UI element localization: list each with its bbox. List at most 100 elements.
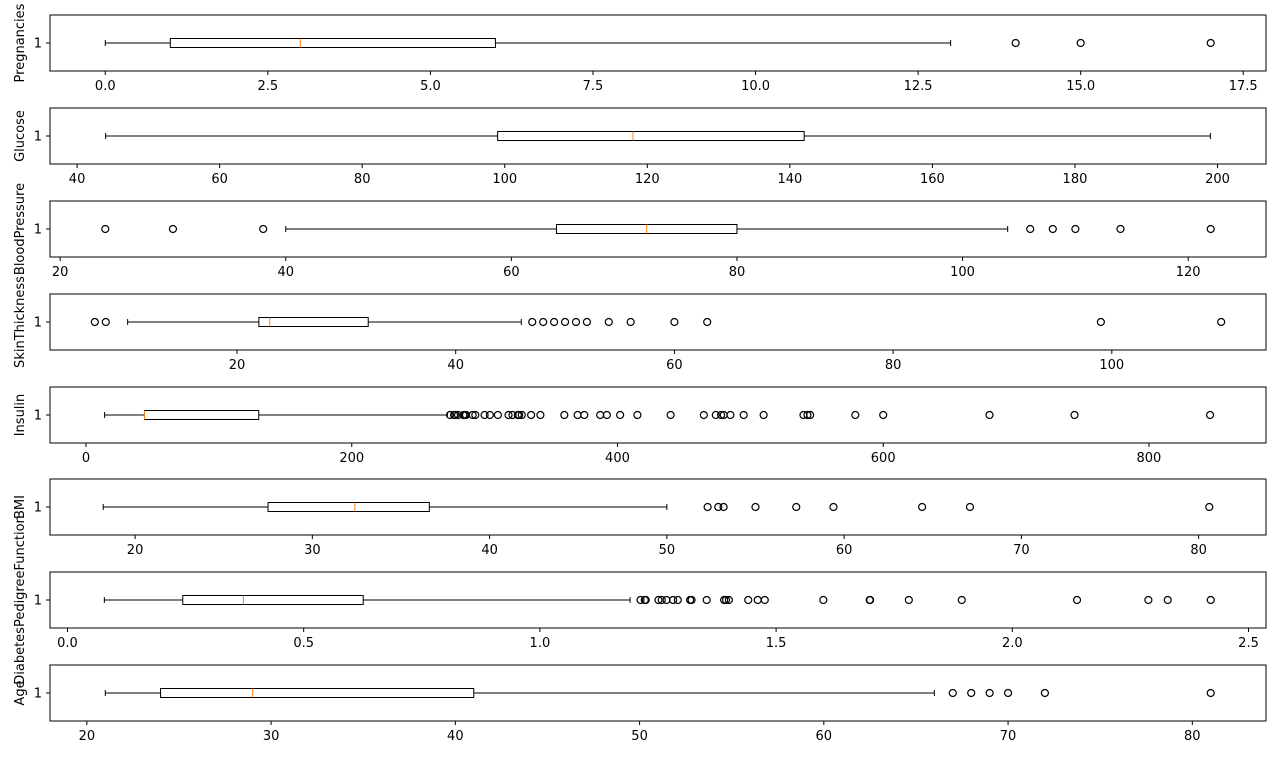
x-tick-label: 0.0 [95, 79, 116, 94]
x-tick-label: 5.0 [420, 79, 441, 94]
outlier-point [1205, 410, 1215, 420]
y-axis-label: Age [13, 680, 28, 705]
outlier-point [485, 410, 495, 420]
x-tick-label: 40 [277, 265, 294, 280]
outlier-point [1205, 502, 1214, 512]
outlier-point [699, 410, 708, 420]
x-tick-label: 20 [79, 729, 96, 744]
x-tick-label: 10.0 [741, 79, 770, 94]
outlier-point [719, 502, 728, 512]
outlier-point [851, 410, 860, 420]
x-tick-label: 40 [447, 358, 464, 373]
outlier-point [985, 410, 994, 420]
x-tick-label: 70 [1013, 543, 1030, 558]
y-tick-label: 1 [34, 130, 42, 145]
x-tick-label: 120 [635, 172, 660, 187]
iqr-box [160, 688, 475, 698]
outlier-point [1071, 224, 1080, 234]
x-tick-label: 17.5 [1229, 79, 1258, 94]
outlier-point [703, 502, 712, 512]
outlier-point [550, 317, 559, 327]
outlier-point [580, 410, 589, 420]
outlier-point [504, 410, 513, 420]
x-tick-label: 60 [666, 358, 683, 373]
y-tick-label: 1 [34, 409, 42, 424]
y-axis-label: SkinThickness [13, 276, 28, 368]
x-tick-label: 140 [777, 172, 802, 187]
outlier-point [636, 595, 645, 605]
outlier-point [1072, 595, 1082, 605]
y-axis-label: DiabetesPedigreeFunction [13, 515, 28, 685]
outlier-point [1116, 224, 1125, 234]
x-tick-label: 15.0 [1066, 79, 1095, 94]
outlier-point [703, 317, 712, 327]
x-tick-label: 120 [1176, 265, 1201, 280]
iqr-box [182, 595, 364, 605]
outlier-point [602, 410, 611, 420]
outlier-point [1206, 595, 1215, 605]
outlier-point [918, 502, 927, 512]
x-tick-label: 7.5 [583, 79, 604, 94]
outlier-point [1217, 317, 1226, 327]
y-tick-label: 1 [34, 501, 42, 516]
x-tick-label: 30 [263, 729, 280, 744]
outlier-point [666, 410, 675, 420]
x-tick-label: 50 [631, 729, 648, 744]
outlier-point [1048, 224, 1057, 234]
x-tick-label: 80 [1190, 543, 1207, 558]
y-axis-label: BloodPressure [13, 183, 28, 275]
outlier-point [451, 410, 460, 420]
outlier-point [744, 595, 753, 605]
outlier-point [1096, 317, 1105, 327]
outlier-point [657, 595, 666, 605]
outlier-point [724, 595, 733, 605]
outlier-point [948, 688, 957, 698]
outlier-point [673, 595, 682, 605]
outlier-point [493, 410, 502, 420]
outlier-point [90, 317, 99, 327]
outlier-point [1144, 595, 1153, 605]
iqr-box [143, 410, 260, 420]
x-tick-label: 1.0 [530, 636, 551, 651]
outlier-point [739, 410, 748, 420]
x-tick-label: 0.5 [293, 636, 314, 651]
outlier-point [527, 410, 536, 420]
x-tick-label: 20 [229, 358, 246, 373]
outlier-point [792, 502, 801, 512]
outlier-point [669, 595, 678, 605]
outlier-point [101, 224, 110, 234]
x-tick-label: 0 [82, 451, 90, 466]
x-tick-label: 80 [1184, 729, 1201, 744]
outlier-point [879, 410, 888, 420]
x-tick-label: 40 [69, 172, 86, 187]
x-tick-label: 0.0 [57, 636, 78, 651]
outlier-point [760, 595, 769, 605]
outlier-point [1003, 688, 1013, 698]
x-tick-label: 40 [447, 729, 464, 744]
outlier-point [1076, 38, 1085, 48]
y-tick-label: 1 [34, 594, 42, 609]
outlier-point [721, 595, 731, 605]
y-axis-label: BMI [13, 495, 28, 519]
outlier-point [1011, 38, 1020, 48]
y-tick-label: 1 [34, 316, 42, 331]
outlier-point [445, 410, 455, 420]
iqr-box [497, 131, 805, 141]
outlier-point [957, 595, 966, 605]
x-tick-label: 80 [729, 265, 746, 280]
x-tick-label: 80 [354, 172, 371, 187]
outlier-point [1206, 224, 1215, 234]
x-tick-label: 1.5 [766, 636, 787, 651]
outlier-point [803, 410, 812, 420]
outlier-point [711, 410, 720, 420]
outlier-point [1026, 224, 1035, 234]
outlier-point [539, 317, 548, 327]
outlier-point [515, 410, 524, 420]
x-tick-label: 40 [481, 543, 498, 558]
x-tick-label: 30 [304, 543, 321, 558]
axes-frame [49, 200, 1267, 258]
outlier-point [965, 502, 975, 512]
x-tick-label: 800 [1137, 451, 1162, 466]
iqr-box [267, 502, 430, 512]
